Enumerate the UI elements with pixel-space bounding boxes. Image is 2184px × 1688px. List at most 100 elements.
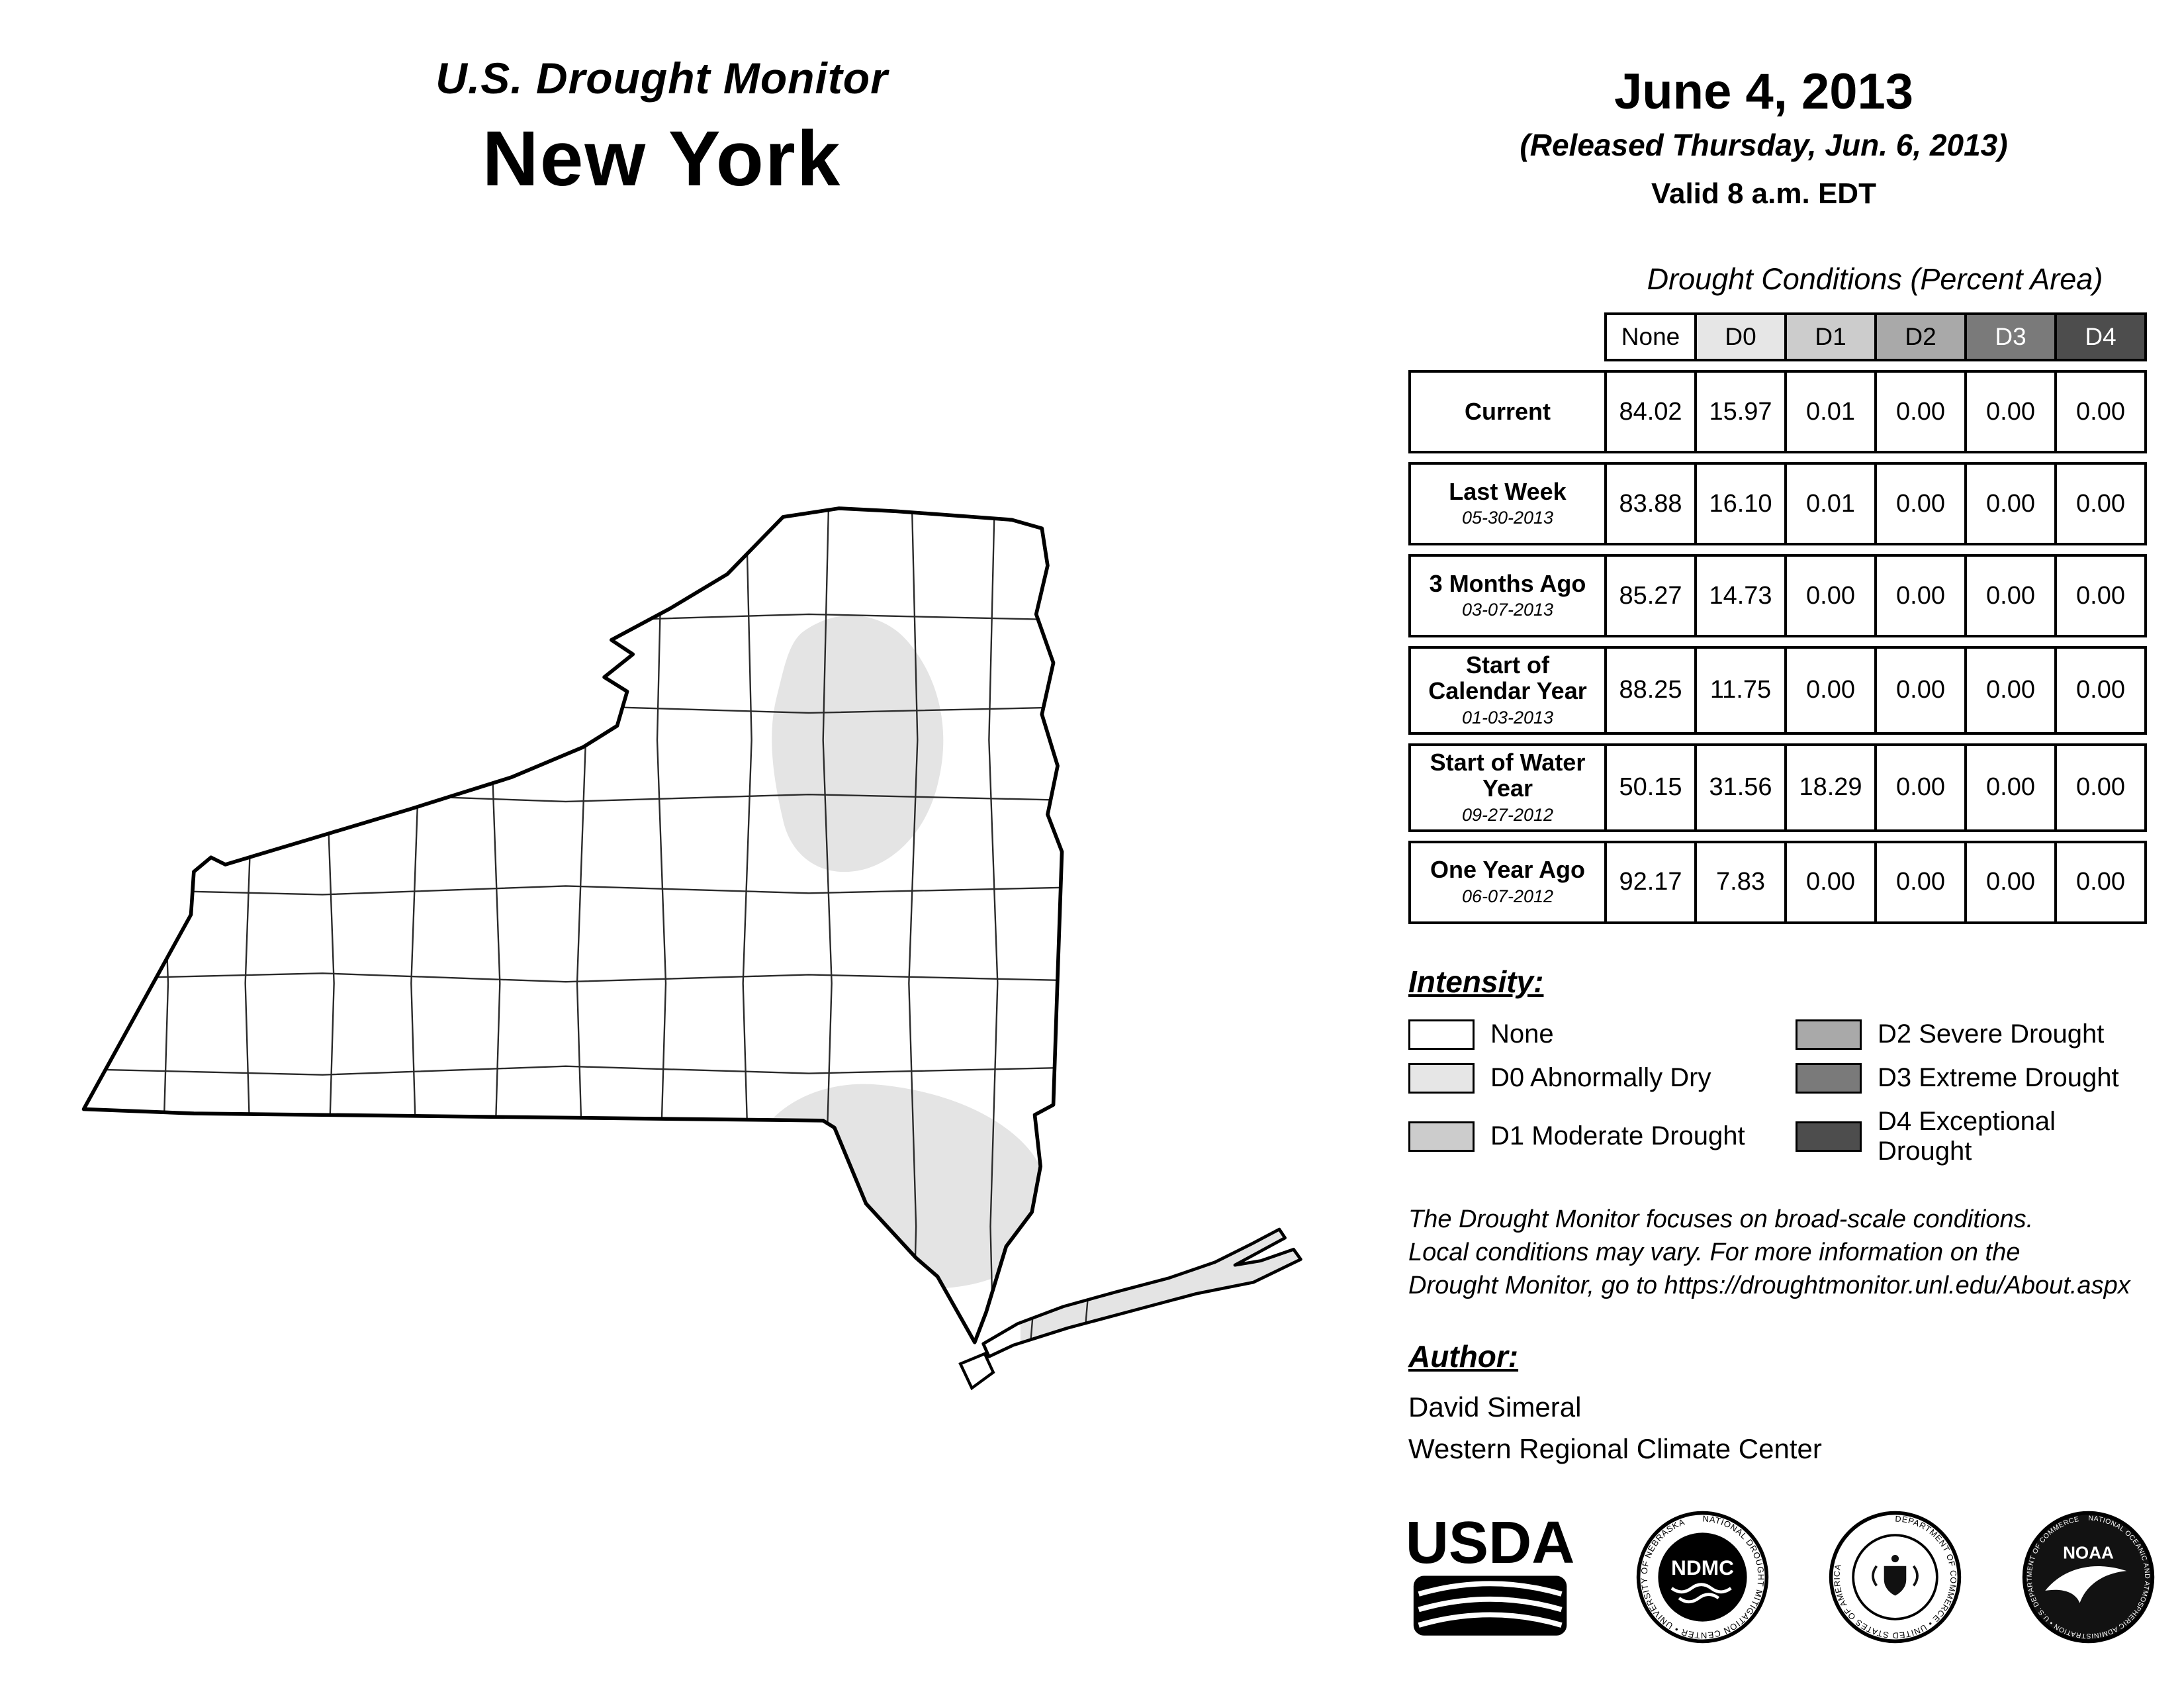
table-cell: 15.97 [1694,370,1787,453]
long-island-border [981,1227,1302,1358]
table-cell: 16.10 [1694,462,1787,545]
row-label: Current [1464,397,1551,425]
row-label-cell: One Year Ago 06-07-2012 [1408,840,1607,924]
report-title: U.S. Drought Monitor [435,54,888,103]
legend-item-none: None [1408,1019,1796,1050]
table-cell: 7.83 [1694,840,1787,924]
valid-time: Valid 8 a.m. EDT [1651,177,1876,210]
intensity-heading: Intensity: [1408,964,1544,999]
table-header-row: None D0 D1 D2 D3 D4 [1408,312,2171,361]
row-label: Start of Water Year [1430,748,1586,802]
state-border [81,506,1064,1344]
table-cell: 0.01 [1784,462,1877,545]
intensity-legend: None D2 Severe Drought D0 Abnormally Dry… [1408,1019,2171,1166]
table-cell: 0.00 [2054,840,2147,924]
ndmc-logo: NATIONAL DROUGHT MITIGATION CENTER • UNI… [1636,1511,1768,1644]
table-cell: 0.00 [2054,370,2147,453]
table-cell: 0.00 [2054,646,2147,735]
row-date: 06-07-2012 [1461,886,1554,906]
table-row: One Year Ago 06-07-2012 92.17 7.83 0.00 … [1408,840,2171,924]
usda-logo: USDA [1408,1509,1574,1636]
author-org: Western Regional Climate Center [1408,1432,1822,1464]
legend-item-d3: D3 Extreme Drought [1796,1062,2156,1094]
table-cell: 0.00 [1964,554,2057,637]
state-name-title: New York [482,115,842,203]
table-cell: 0.00 [2054,462,2147,545]
released-date: (Released Thursday, Jun. 6, 2013) [1520,128,2008,162]
table-row: Current 84.02 15.97 0.01 0.00 0.00 0.00 [1408,370,2171,453]
table-cell: 0.00 [1874,743,1967,832]
table-cell: 0.00 [1784,646,1877,735]
swatch-d3 [1796,1062,1862,1094]
table-row: Start of Water Year 09-27-2012 50.15 31.… [1408,743,2171,832]
table-cell: 84.02 [1604,370,1697,453]
svg-text:NDMC: NDMC [1671,1556,1734,1579]
column-header-d0: D0 [1694,312,1787,361]
noaa-logo: NATIONAL OCEANIC AND ATMOSPHERIC ADMINIS… [2022,1511,2155,1644]
swatch-d2 [1796,1019,1862,1050]
table-cell: 50.15 [1604,743,1697,832]
table-title: Drought Conditions (Percent Area) [1647,262,2103,296]
row-label-cell: Start of Water Year 09-27-2012 [1408,743,1607,832]
table-row: 3 Months Ago 03-07-2013 85.27 14.73 0.00… [1408,554,2171,637]
logo-row: USDA NATIONAL DROUGHT MITIGATION CENTER … [1408,1509,2156,1645]
staten-island-outline [958,1352,995,1391]
table-cell: 0.00 [1784,554,1877,637]
table-cell: 14.73 [1694,554,1787,637]
swatch-none [1408,1019,1475,1050]
legend-item-d0: D0 Abnormally Dry [1408,1062,1796,1094]
table-cell: 0.00 [1874,554,1967,637]
table-cell: 0.01 [1784,370,1877,453]
column-header-none: None [1604,312,1697,361]
table-row: Start of Calendar Year 01-03-2013 88.25 … [1408,646,2171,735]
row-label: Start of Calendar Year [1428,651,1587,704]
state-map-svg [81,506,1302,1391]
author-name: David Simeral [1408,1391,1582,1423]
table-row: Last Week 05-30-2013 83.88 16.10 0.01 0.… [1408,462,2171,545]
row-label-cell: Last Week 05-30-2013 [1408,462,1607,545]
svg-text:NOAA: NOAA [2063,1543,2114,1563]
swatch-d0 [1408,1062,1475,1094]
swatch-d4 [1796,1121,1862,1152]
swatch-d1 [1408,1121,1475,1152]
row-date: 05-30-2013 [1461,508,1554,528]
row-date: 09-27-2012 [1461,804,1554,825]
row-label-cell: Start of Calendar Year 01-03-2013 [1408,646,1607,735]
disclaimer-text: The Drought Monitor focuses on broad-sca… [1408,1205,2130,1299]
column-header-d2: D2 [1874,312,1967,361]
table-cell: 83.88 [1604,462,1697,545]
column-header-d3: D3 [1964,312,2057,361]
table-cell: 0.00 [1964,370,2057,453]
legend-item-d2: D2 Severe Drought [1796,1019,2156,1050]
table-cell: 0.00 [2054,743,2147,832]
row-date: 03-07-2013 [1461,600,1554,620]
department-of-commerce-seal: DEPARTMENT OF COMMERCE • UNITED STATES O… [1829,1511,1962,1644]
row-label-cell: Current [1408,370,1607,453]
table-cell: 11.75 [1694,646,1787,735]
table-cell: 0.00 [1964,743,2057,832]
footer-url[interactable]: droughtmonitor.unl.edu [1357,1681,2171,1688]
table-cell: 0.00 [1874,462,1967,545]
column-header-d4: D4 [2054,312,2147,361]
table-cell: 0.00 [1874,646,1967,735]
drought-conditions-table: None D0 D1 D2 D3 D4 Current 84.02 15.97 … [1408,312,2171,924]
table-cell: 92.17 [1604,840,1697,924]
table-cell: 31.56 [1694,743,1787,832]
legend-item-d4: D4 Exceptional Drought [1796,1107,2156,1166]
table-cell: 0.00 [1964,646,2057,735]
author-heading: Author: [1408,1338,1519,1374]
legend-item-d1: D1 Moderate Drought [1408,1107,1796,1166]
table-cell: 0.00 [2054,554,2147,637]
table-cell: 0.00 [1874,370,1967,453]
table-cell: 85.27 [1604,554,1697,637]
table-cell: 0.00 [1964,462,2057,545]
row-label: Last Week [1449,477,1567,505]
row-label: One Year Ago [1430,856,1586,884]
table-cell: 0.00 [1784,840,1877,924]
right-column: June 4, 2013 (Released Thursday, Jun. 6,… [1357,63,2171,1688]
d0-region-central [772,615,944,872]
table-cell: 0.00 [1964,840,2057,924]
column-header-d1: D1 [1784,312,1877,361]
header-spacer [1408,312,1604,361]
